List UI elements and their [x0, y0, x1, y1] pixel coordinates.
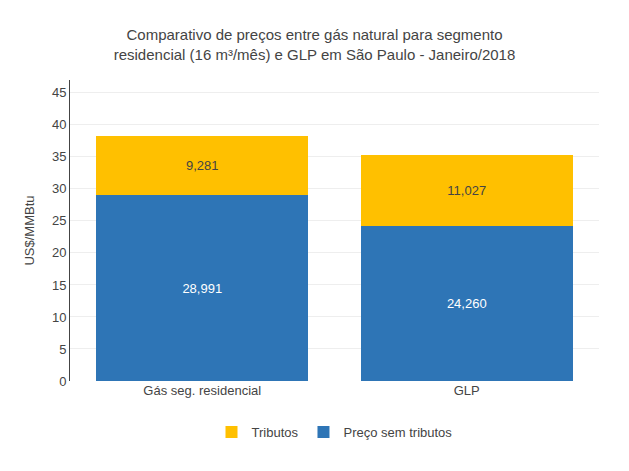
- svg-text:20: 20: [52, 245, 66, 260]
- svg-text:GLP: GLP: [454, 383, 480, 398]
- svg-text:30: 30: [52, 181, 66, 196]
- svg-text:28,991: 28,991: [182, 281, 222, 296]
- svg-text:45: 45: [52, 85, 66, 100]
- svg-text:0: 0: [59, 374, 66, 389]
- svg-text:24,260: 24,260: [447, 296, 487, 311]
- svg-text:US$/MMBtu: US$/MMBtu: [22, 195, 37, 265]
- svg-text:15: 15: [52, 277, 66, 292]
- svg-text:9,281: 9,281: [186, 158, 219, 173]
- svg-text:35: 35: [52, 149, 66, 164]
- svg-text:Comparativo de preços entre gá: Comparativo de preços entre gás natural …: [114, 26, 516, 63]
- svg-text:Tributos: Tributos: [252, 425, 299, 440]
- svg-text:25: 25: [52, 213, 66, 228]
- svg-text:10: 10: [52, 310, 66, 325]
- svg-text:11,027: 11,027: [447, 183, 486, 198]
- svg-text:Gás seg. residencial: Gás seg. residencial: [143, 383, 261, 398]
- svg-text:5: 5: [59, 342, 66, 357]
- svg-text:40: 40: [52, 117, 66, 132]
- svg-text:Preço sem tributos: Preço sem tributos: [343, 425, 452, 440]
